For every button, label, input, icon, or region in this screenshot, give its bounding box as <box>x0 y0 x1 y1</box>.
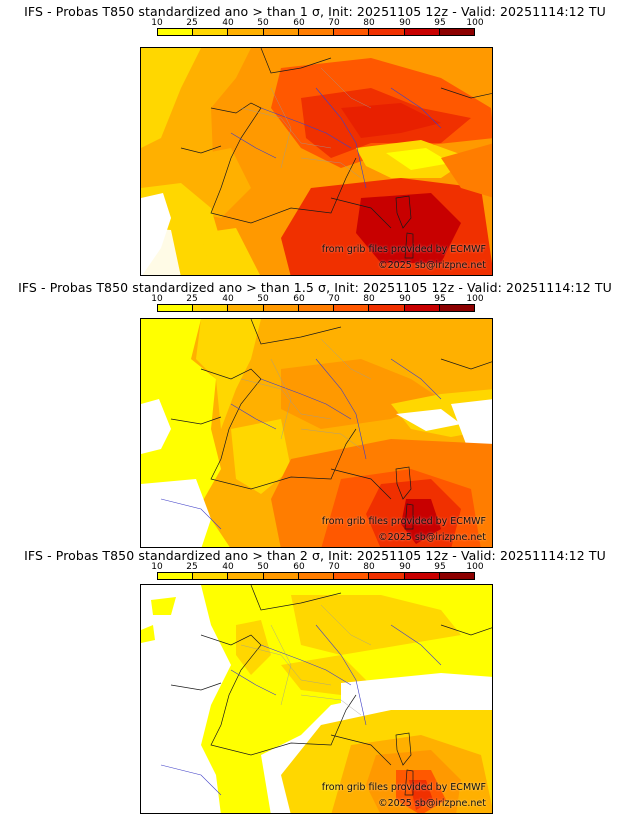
colorbar-swatch <box>263 573 299 579</box>
colorbar-label: 60 <box>293 294 305 304</box>
map-credit-source: from grib files provided by ECMWF <box>321 782 486 793</box>
colorbar-label: 90 <box>399 562 411 572</box>
probability-map: from grib files provided by ECMWF ©2025 … <box>140 584 493 814</box>
colorbar-swatch <box>228 573 264 579</box>
colorbar-label: 10 <box>151 562 163 572</box>
colorbar-swatch <box>298 573 335 579</box>
colorbar-swatch <box>158 29 194 35</box>
colorbar-label: 80 <box>363 294 375 304</box>
colorbar-label: 90 <box>399 18 411 28</box>
colorbar-labels: 10 25 40 50 60 70 80 90 95 100 <box>147 294 487 304</box>
colorbar-label: 70 <box>328 18 340 28</box>
colorbar-labels: 10 25 40 50 60 70 80 90 95 100 <box>147 562 487 572</box>
colorbar-swatch <box>439 573 474 579</box>
colorbar-label: 95 <box>434 294 446 304</box>
panel-2: IFS - Probas T850 standardized ano > tha… <box>0 280 630 548</box>
colorbar-label: 70 <box>328 562 340 572</box>
colorbar-swatch <box>298 29 335 35</box>
colorbar-swatch <box>228 29 264 35</box>
map-credit-copyright: ©2025 sb@irizpne.net <box>378 798 486 809</box>
colorbar <box>157 28 475 36</box>
colorbar-label: 95 <box>434 18 446 28</box>
colorbar-swatch <box>334 29 370 35</box>
colorbar-swatch <box>404 573 440 579</box>
colorbar-swatch <box>193 573 229 579</box>
map-credit-source: from grib files provided by ECMWF <box>321 244 486 255</box>
colorbar-label: 100 <box>466 294 484 304</box>
colorbar-label: 80 <box>363 18 375 28</box>
colorbar-swatch <box>193 305 229 311</box>
probability-map: from grib files provided by ECMWF ©2025 … <box>140 318 493 548</box>
colorbar-label: 100 <box>466 562 484 572</box>
colorbar-swatch <box>298 305 335 311</box>
map-credit-copyright: ©2025 sb@irizpne.net <box>378 532 486 543</box>
colorbar-label: 70 <box>328 294 340 304</box>
panel-title: IFS - Probas T850 standardized ano > tha… <box>18 280 612 295</box>
colorbar-label: 60 <box>293 18 305 28</box>
colorbar-swatch <box>334 305 370 311</box>
probability-map: from grib files provided by ECMWF ©2025 … <box>140 47 493 276</box>
colorbar-swatch <box>404 305 440 311</box>
colorbar-label: 40 <box>222 18 234 28</box>
colorbar-label: 10 <box>151 294 163 304</box>
map-credit-copyright: ©2025 sb@irizpne.net <box>378 260 486 271</box>
colorbar-label: 50 <box>257 294 269 304</box>
colorbar-swatch <box>369 573 405 579</box>
colorbar-label: 25 <box>186 18 198 28</box>
colorbar-labels: 10 25 40 50 60 70 80 90 95 100 <box>147 18 487 28</box>
colorbar-label: 40 <box>222 294 234 304</box>
colorbar-label: 40 <box>222 562 234 572</box>
colorbar-label: 90 <box>399 294 411 304</box>
colorbar-swatch <box>404 29 440 35</box>
colorbar-label: 25 <box>186 562 198 572</box>
colorbar-swatch <box>193 29 229 35</box>
panel-3: IFS - Probas T850 standardized ano > tha… <box>0 548 630 816</box>
panel-title: IFS - Probas T850 standardized ano > tha… <box>24 4 606 19</box>
colorbar-swatch <box>158 305 194 311</box>
colorbar-swatch <box>228 305 264 311</box>
colorbar-label: 50 <box>257 562 269 572</box>
colorbar-label: 60 <box>293 562 305 572</box>
colorbar-label: 25 <box>186 294 198 304</box>
panel-title: IFS - Probas T850 standardized ano > tha… <box>24 548 606 563</box>
panel-1: IFS - Probas T850 standardized ano > tha… <box>0 4 630 276</box>
colorbar-swatch <box>263 305 299 311</box>
colorbar-swatch <box>158 573 194 579</box>
colorbar <box>157 304 475 312</box>
colorbar-swatch <box>439 29 474 35</box>
colorbar-label: 100 <box>466 18 484 28</box>
colorbar-swatch <box>439 305 474 311</box>
colorbar-swatch <box>334 573 370 579</box>
map-credit-source: from grib files provided by ECMWF <box>321 516 486 527</box>
colorbar-swatch <box>369 305 405 311</box>
colorbar-swatch <box>263 29 299 35</box>
colorbar-label: 95 <box>434 562 446 572</box>
colorbar <box>157 572 475 580</box>
colorbar-label: 80 <box>363 562 375 572</box>
colorbar-label: 50 <box>257 18 269 28</box>
colorbar-swatch <box>369 29 405 35</box>
colorbar-label: 10 <box>151 18 163 28</box>
